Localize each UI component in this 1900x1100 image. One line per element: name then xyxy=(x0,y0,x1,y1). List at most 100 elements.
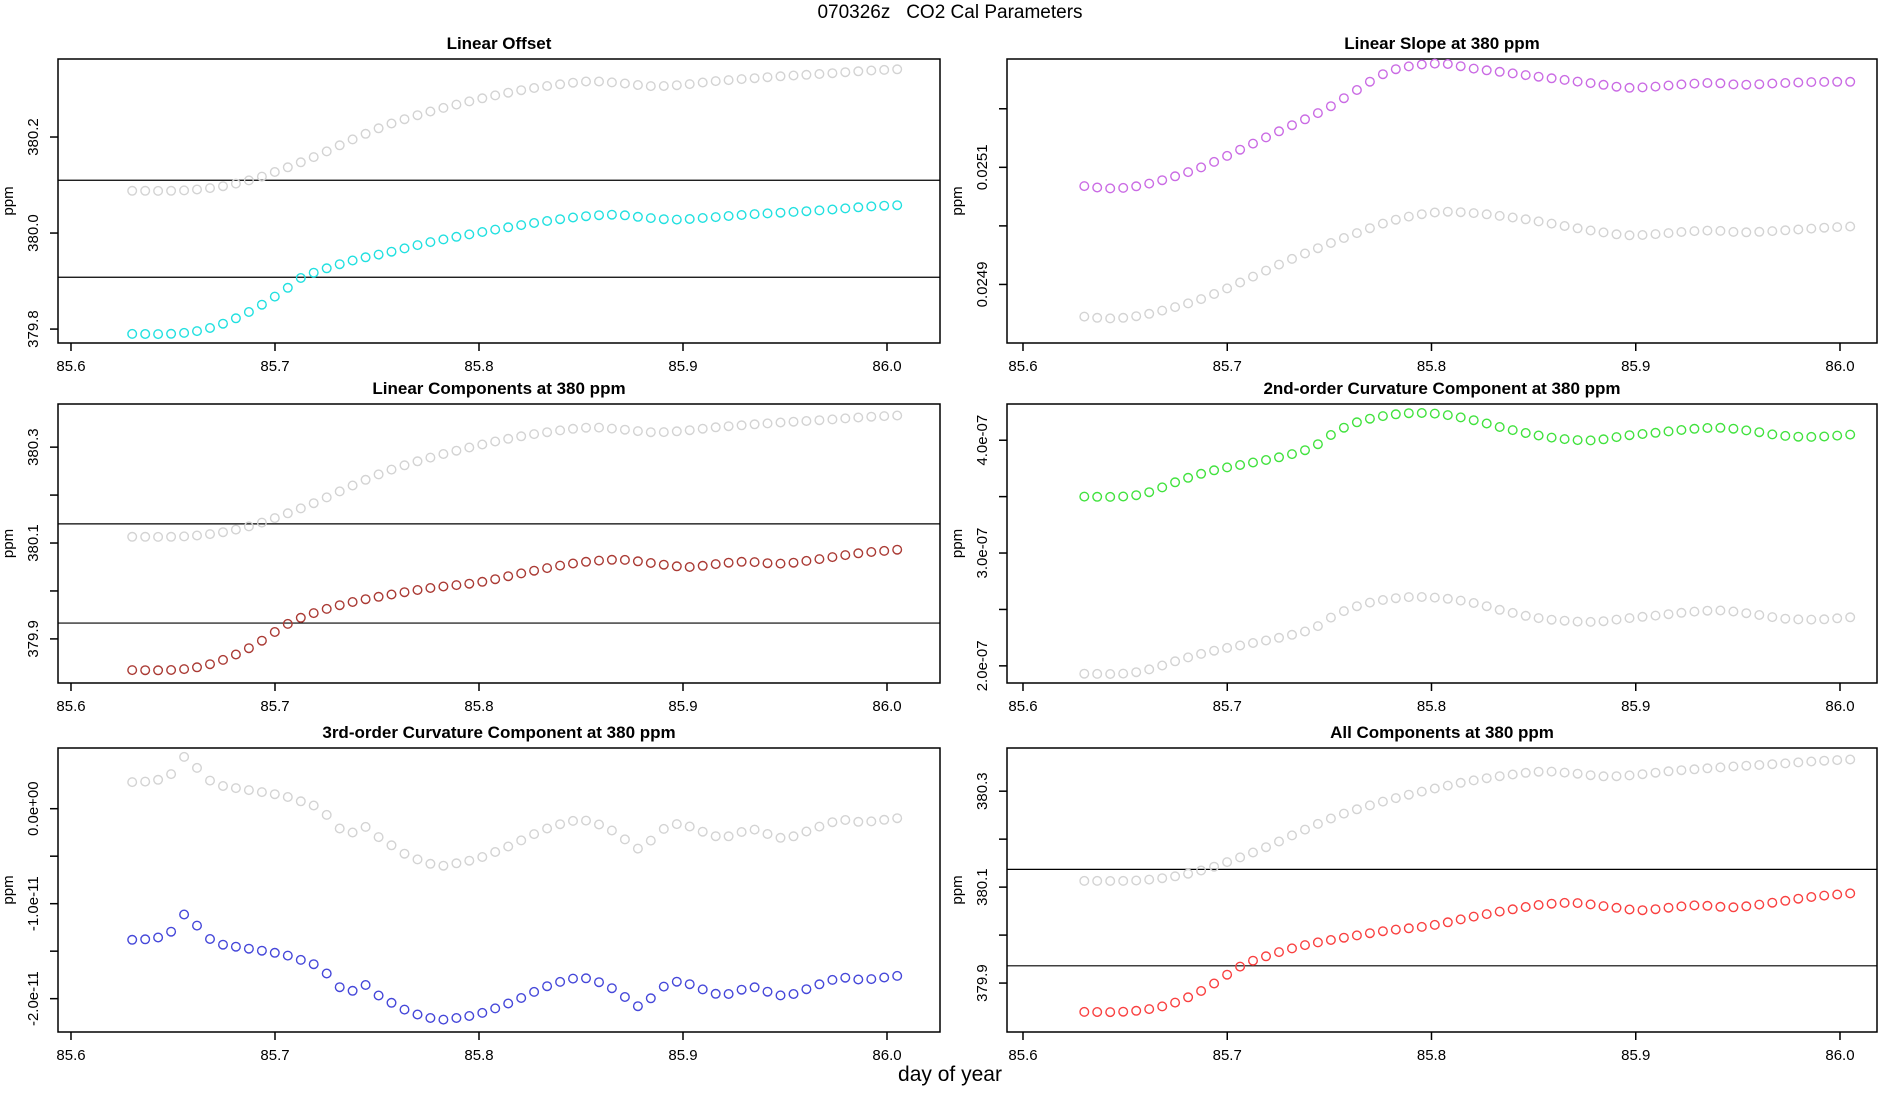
data-point xyxy=(490,1003,501,1014)
data-point xyxy=(1299,940,1310,951)
data-point xyxy=(1689,764,1700,775)
data-point xyxy=(529,429,540,440)
data-point xyxy=(1260,455,1271,466)
data-point xyxy=(1767,612,1778,623)
data-point xyxy=(1468,208,1479,219)
panel-title: 3rd-order Curvature Component at 380 ppm xyxy=(322,723,675,742)
data-point xyxy=(1689,900,1700,911)
data-point xyxy=(723,557,734,568)
data-point xyxy=(1416,786,1427,797)
data-point xyxy=(801,206,812,217)
plot-border xyxy=(57,403,941,684)
data-point xyxy=(1780,430,1791,441)
data-point xyxy=(308,959,319,970)
data-point xyxy=(1364,223,1375,234)
data-point xyxy=(295,954,306,965)
data-point xyxy=(1338,232,1349,243)
data-point xyxy=(1377,411,1388,422)
data-point xyxy=(1312,621,1323,632)
data-point xyxy=(204,529,215,540)
data-point xyxy=(1196,294,1207,305)
data-point xyxy=(295,796,306,807)
data-point xyxy=(243,521,254,532)
data-point xyxy=(464,442,475,453)
data-point xyxy=(1572,223,1583,234)
data-point xyxy=(217,318,228,329)
data-point xyxy=(1403,923,1414,934)
data-point xyxy=(140,934,151,945)
data-point xyxy=(1170,871,1181,882)
data-point xyxy=(1442,593,1453,604)
data-point xyxy=(892,970,903,981)
data-point xyxy=(1689,78,1700,89)
plot-border xyxy=(57,58,941,344)
data-point xyxy=(1429,408,1440,419)
data-point xyxy=(1118,491,1129,502)
data-point xyxy=(840,67,851,78)
data-point xyxy=(1481,65,1492,76)
data-point xyxy=(347,255,358,266)
data-point xyxy=(191,184,202,195)
data-point xyxy=(166,769,177,780)
data-point xyxy=(1416,59,1427,70)
y-axis-label: ppm xyxy=(0,186,17,215)
data-point xyxy=(490,436,501,447)
y-tick-label: 379.8 xyxy=(25,310,42,348)
data-point xyxy=(1118,875,1129,886)
data-point xyxy=(334,823,345,834)
data-point xyxy=(127,185,138,196)
data-point xyxy=(710,988,721,999)
panel-title: 2nd-order Curvature Component at 380 ppm xyxy=(1263,379,1620,398)
data-point xyxy=(840,203,851,214)
data-point xyxy=(1845,221,1856,232)
data-point xyxy=(204,183,215,194)
data-point xyxy=(555,560,566,571)
data-point xyxy=(1741,227,1752,238)
data-point xyxy=(827,552,838,563)
data-point xyxy=(1338,932,1349,943)
data-point xyxy=(866,547,877,558)
data-point xyxy=(140,665,151,676)
data-point xyxy=(762,208,773,219)
data-point xyxy=(295,503,306,514)
data-point xyxy=(373,591,384,602)
data-point xyxy=(1235,961,1246,972)
data-point xyxy=(555,819,566,830)
data-point xyxy=(581,76,592,87)
data-point xyxy=(179,531,190,542)
data-point xyxy=(1728,226,1739,237)
data-point xyxy=(399,1004,410,1015)
data-point xyxy=(140,776,151,787)
data-point xyxy=(827,974,838,985)
data-point xyxy=(1351,804,1362,815)
x-tick-label: 85.7 xyxy=(1213,698,1242,715)
data-point xyxy=(308,800,319,811)
data-point xyxy=(1598,901,1609,912)
y-tick-label: 379.9 xyxy=(25,620,42,658)
data-point xyxy=(464,1011,475,1022)
data-point xyxy=(386,840,397,851)
data-point xyxy=(1209,465,1220,476)
data-point xyxy=(1533,216,1544,227)
data-point xyxy=(892,64,903,75)
data-point xyxy=(1676,79,1687,90)
data-point xyxy=(555,976,566,987)
data-point xyxy=(619,834,630,845)
data-point xyxy=(1183,298,1194,309)
data-point xyxy=(1157,660,1168,671)
data-point xyxy=(1715,762,1726,773)
data-point xyxy=(1845,888,1856,899)
data-point xyxy=(1273,259,1284,270)
data-point xyxy=(1559,615,1570,626)
data-point xyxy=(321,492,332,503)
data-point xyxy=(256,945,267,956)
data-point xyxy=(1299,248,1310,259)
x-tick-label: 85.8 xyxy=(1417,1047,1446,1064)
data-point xyxy=(1559,897,1570,908)
x-tick-label: 86.0 xyxy=(872,698,901,715)
data-point xyxy=(1546,73,1557,84)
data-point xyxy=(814,979,825,990)
data-point xyxy=(671,80,682,91)
data-point xyxy=(1780,895,1791,906)
data-point xyxy=(516,568,527,579)
